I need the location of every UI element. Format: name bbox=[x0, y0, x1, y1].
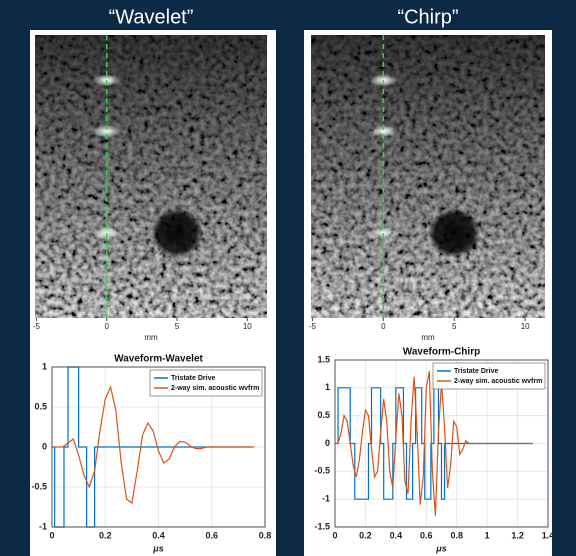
plot-frame bbox=[334, 359, 549, 528]
x-tick-label: 10 bbox=[243, 322, 252, 331]
x-tick-label: 0.8 bbox=[450, 530, 463, 540]
x-tick-label: 0 bbox=[381, 322, 386, 331]
y-tick-label: 0.5 bbox=[34, 401, 47, 411]
x-axis-label: μs bbox=[435, 543, 446, 553]
point-target bbox=[369, 125, 398, 138]
y-tick-label: 1 bbox=[325, 382, 330, 392]
x-tick-label: 1 bbox=[485, 530, 490, 540]
image-title: “Chirp” bbox=[397, 6, 458, 28]
x-tick-label: -5 bbox=[33, 322, 41, 331]
series-line bbox=[335, 371, 533, 516]
x-tick-label: 1.2 bbox=[511, 530, 524, 540]
legend-box bbox=[432, 362, 546, 390]
x-tick-label: 1.4 bbox=[542, 530, 555, 540]
x-axis-label: μs bbox=[152, 543, 163, 553]
x-tick-label: 0.2 bbox=[359, 530, 372, 540]
x-tick-label: 5 bbox=[175, 322, 180, 331]
chart-title: Waveform-Chirp bbox=[403, 347, 480, 358]
legend-label: Tristate Drive bbox=[171, 375, 215, 382]
legend-box bbox=[149, 369, 263, 397]
x-axis-label: mm bbox=[421, 333, 435, 342]
y-tick-label: 1 bbox=[42, 361, 47, 371]
point-target bbox=[92, 125, 121, 138]
legend-label: 2-way sim. acoustic wvfrm bbox=[171, 385, 259, 392]
y-tick-label: -1 bbox=[39, 521, 47, 531]
y-tick-label: 0 bbox=[42, 441, 47, 451]
legend-label: Tristate Drive bbox=[454, 368, 498, 375]
x-tick-label: 0.4 bbox=[152, 530, 165, 540]
x-tick-label: -5 bbox=[309, 322, 317, 331]
y-tick-label: -1.5 bbox=[314, 521, 330, 531]
y-tick-label: 1.5 bbox=[317, 354, 330, 364]
series-line bbox=[52, 385, 255, 505]
depth-shading bbox=[311, 35, 545, 318]
x-tick-label: 0.6 bbox=[420, 530, 433, 540]
y-tick-label: 0 bbox=[325, 438, 330, 448]
cyst bbox=[151, 208, 204, 259]
depth-shading bbox=[35, 35, 267, 318]
y-tick-label: 0.5 bbox=[317, 410, 330, 420]
x-axis-label: mm bbox=[144, 333, 158, 342]
x-tick-label: 0.4 bbox=[390, 530, 403, 540]
plot-frame bbox=[51, 366, 266, 528]
x-tick-label: 0.2 bbox=[99, 530, 112, 540]
x-tick-label: 0 bbox=[332, 530, 337, 540]
y-tick-label: -0.5 bbox=[314, 466, 330, 476]
cyst bbox=[428, 208, 481, 259]
x-tick-label: 5 bbox=[452, 322, 457, 331]
x-tick-label: 0.8 bbox=[259, 530, 272, 540]
y-tick-label: -0.5 bbox=[31, 481, 47, 491]
x-tick-label: 0 bbox=[104, 322, 109, 331]
x-tick-label: 0.6 bbox=[205, 530, 218, 540]
image-title: “Wavelet” bbox=[109, 6, 194, 28]
chart-title: Waveform-Wavelet bbox=[114, 354, 203, 365]
y-tick-label: -1 bbox=[322, 494, 330, 504]
x-tick-label: 0 bbox=[49, 530, 54, 540]
legend-label: 2-way sim. acoustic wvfrm bbox=[454, 378, 542, 385]
x-tick-label: 10 bbox=[521, 322, 530, 331]
